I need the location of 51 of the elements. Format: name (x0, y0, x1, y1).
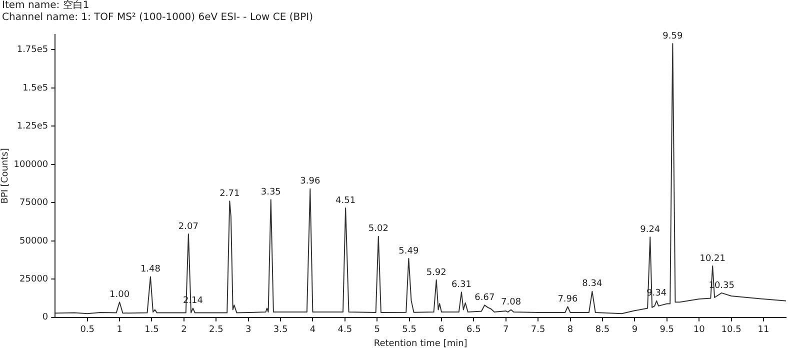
y-tick-label: 0 (42, 312, 48, 323)
y-tick-label: 100000 (14, 160, 48, 170)
x-tick-label: 9.5 (660, 325, 674, 336)
annotation: 2.07 (178, 222, 198, 232)
x-tick-label: 5.5 (402, 325, 416, 336)
x-tick-label: 4.5 (338, 325, 352, 336)
annotation: 6.67 (474, 293, 495, 304)
y-tick-label: 1.25e5 (16, 122, 48, 132)
x-tick-label: 8 (567, 325, 574, 336)
annotation: 6.31 (451, 280, 472, 290)
annotation: 2.71 (220, 188, 240, 199)
annotation: 10.21 (700, 254, 726, 264)
annotation: 5.49 (398, 246, 419, 256)
x-tick-label: 6.5 (466, 325, 481, 336)
annotation: 1.48 (140, 264, 161, 275)
y-tick-label: 25000 (20, 274, 48, 284)
annotation: 3.96 (300, 176, 320, 187)
y-tick-label: 1.5e5 (22, 83, 48, 94)
x-tick-label: 2.5 (208, 325, 224, 336)
x-tick-label: 4 (310, 325, 316, 336)
x-tick-label: 9 (632, 325, 638, 336)
x-tick-label: 0.5 (80, 325, 95, 336)
x-tick-label: 11 (758, 325, 770, 336)
x-tick-label: 7 (503, 325, 509, 336)
annotation: 7.08 (501, 298, 522, 308)
x-tick-label: 10.5 (721, 325, 742, 336)
x-tick-label: 5 (374, 325, 380, 336)
y-tick-label: 1.75e5 (16, 45, 48, 56)
x-tick-label: 10 (693, 325, 706, 336)
x-tick-label: 7.5 (530, 325, 546, 336)
chart-subtitle: Channel name: 1: TOF MS² (100-1000) 6eV ESI- - Low CE (BPI) (2, 12, 313, 24)
y-axis-title: BPI [Counts] (0, 148, 11, 204)
annotation: 5.92 (426, 268, 446, 278)
annotation: 1.00 (110, 290, 130, 300)
x-tick-label: 2 (181, 325, 187, 336)
annotation: 4.51 (336, 196, 356, 206)
x-tick-label: 3 (245, 325, 252, 336)
annotation: 9.24 (640, 224, 660, 235)
x-tick-label: 1.5 (144, 325, 159, 336)
x-tick-label: 1 (116, 325, 122, 336)
annotation: 8.34 (582, 279, 602, 290)
x-tick-label: 8.5 (595, 325, 610, 336)
annotation: 5.02 (368, 224, 388, 234)
annotation: 7.96 (558, 294, 578, 305)
x-tick-label: 6 (438, 325, 445, 336)
y-tick-label: 75000 (20, 198, 48, 208)
y-tick-label: 50000 (20, 236, 48, 246)
annotation: 3.35 (260, 187, 281, 198)
x-axis-title: Retention time [min] (374, 338, 468, 349)
annotation: 9.59 (662, 31, 683, 42)
x-tick-label: 3.5 (273, 325, 288, 336)
